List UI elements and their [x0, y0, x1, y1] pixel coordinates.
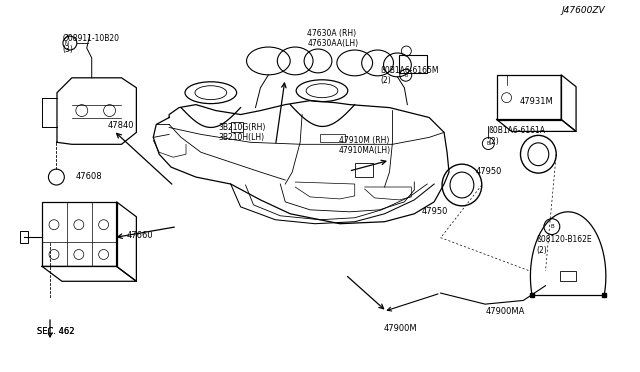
Bar — [20, 231, 28, 243]
Text: B: B — [486, 141, 490, 146]
Text: SEC. 462: SEC. 462 — [37, 327, 75, 336]
Bar — [560, 271, 576, 281]
Text: ß0B1A6-6165M
(2): ß0B1A6-6165M (2) — [380, 65, 439, 85]
Text: 47840: 47840 — [108, 121, 134, 129]
Text: Ø08911-10B20
(3): Ø08911-10B20 (3) — [63, 34, 120, 54]
Text: 47931M: 47931M — [520, 97, 554, 106]
Text: B: B — [550, 224, 554, 229]
Text: B: B — [404, 73, 408, 78]
Text: SEC. 462: SEC. 462 — [37, 327, 75, 336]
Bar — [399, 55, 427, 73]
Text: 47900M: 47900M — [383, 324, 417, 333]
Bar — [320, 134, 345, 142]
Text: ß08120-B162E
(2): ß08120-B162E (2) — [536, 235, 591, 255]
Text: ß0B1A6-6161A
(2): ß0B1A6-6161A (2) — [488, 126, 545, 146]
Text: 47608: 47608 — [76, 172, 102, 181]
Text: 47660: 47660 — [126, 231, 153, 240]
Bar — [230, 122, 243, 132]
Bar — [42, 202, 116, 266]
Text: 47910M (RH)
47910MA(LH): 47910M (RH) 47910MA(LH) — [339, 136, 391, 155]
Text: 47630A (RH)
47630AA(LH): 47630A (RH) 47630AA(LH) — [307, 29, 358, 48]
Bar — [497, 75, 561, 119]
Text: 47900MA: 47900MA — [485, 307, 525, 316]
Text: 47950: 47950 — [422, 207, 448, 217]
Text: N: N — [65, 41, 69, 46]
Text: 3B210G(RH)
3B210H(LH): 3B210G(RH) 3B210H(LH) — [218, 123, 266, 142]
Text: 47950: 47950 — [476, 167, 502, 176]
Text: J47600ZV: J47600ZV — [561, 6, 605, 15]
Bar — [355, 163, 372, 177]
